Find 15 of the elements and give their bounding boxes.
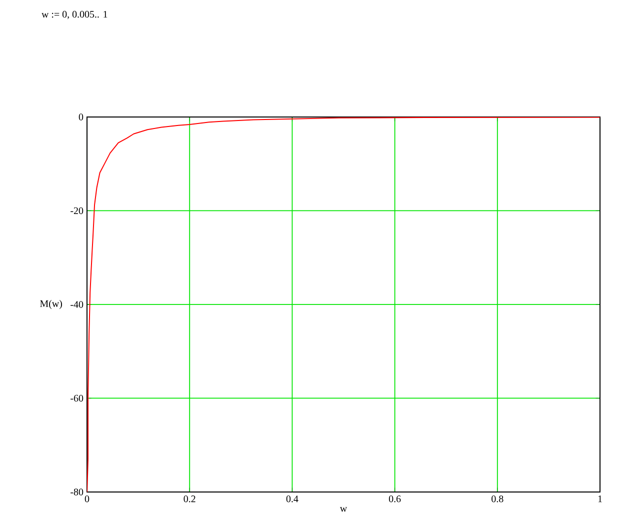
x-tick-label: 0.6 xyxy=(388,496,401,502)
x-tick-label: 0 xyxy=(84,496,90,502)
y-tick-label: -80 xyxy=(70,488,84,496)
x-tick-label: 1 xyxy=(598,496,602,502)
line-series xyxy=(87,116,600,492)
y-tick-label: -60 xyxy=(70,394,84,402)
y-tick-label: -40 xyxy=(70,301,84,308)
x-tick-label: 0.8 xyxy=(492,496,504,502)
x-tick-label: 0.4 xyxy=(286,496,298,502)
y-tick-label: 0 xyxy=(78,114,84,120)
text: w := 0, 0.005.. 1 xyxy=(42,10,108,20)
y-tick-label: -20 xyxy=(70,207,84,214)
x-axis-title: w xyxy=(340,507,348,512)
y-axis-title: M(w) xyxy=(40,300,62,310)
x-tick-label: 0.2 xyxy=(184,496,196,502)
